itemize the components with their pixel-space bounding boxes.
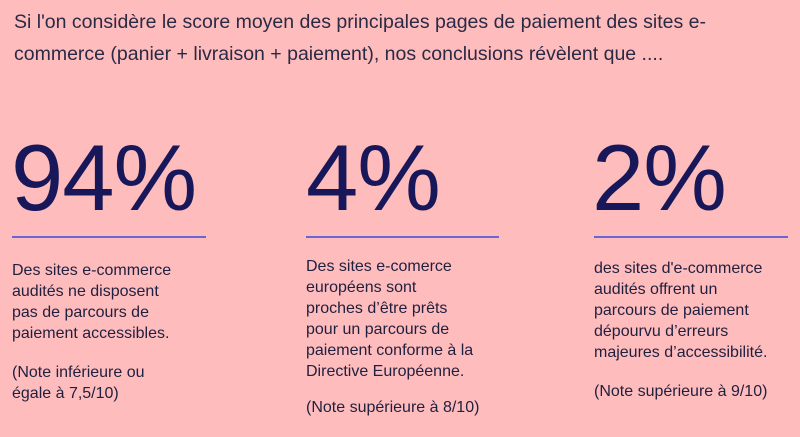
stat-block-2: 2% des sites d'e-commerce audités offren…: [592, 125, 788, 402]
stat-note: (Note inférieure ou égale à 7,5/10): [12, 364, 145, 402]
stat-note: (Note supérieure à 8/10): [306, 399, 480, 416]
stat-value: 94%: [11, 125, 197, 230]
stat-value: 4%: [306, 125, 441, 230]
stat-block-4: 4% Des sites e-comerce européens sont pr…: [306, 128, 499, 418]
stat-description: Des sites e-comerce européens sont proch…: [306, 258, 474, 380]
stat-value: 2%: [592, 125, 727, 230]
stat-block-94: 94% Des sites e-commerce audités ne disp…: [11, 125, 206, 404]
divider: [306, 236, 499, 238]
intro-text: Si l'on considère le score moyen des pri…: [14, 11, 707, 65]
stat-note: (Note supérieure à 9/10): [594, 383, 768, 400]
stat-description: des sites d'e-commerce audités offrent u…: [594, 260, 768, 361]
divider: [594, 236, 788, 238]
divider: [12, 236, 206, 238]
stat-description: Des sites e-commerce audités ne disposen…: [12, 262, 172, 342]
